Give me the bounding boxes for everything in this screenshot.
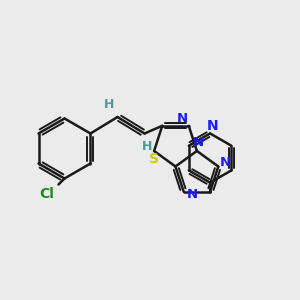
Text: N: N <box>207 119 218 133</box>
Text: S: S <box>149 152 159 167</box>
Text: N: N <box>187 188 198 201</box>
Text: N: N <box>193 136 204 149</box>
Text: Cl: Cl <box>40 188 55 201</box>
Text: N: N <box>220 156 231 170</box>
Text: N: N <box>177 112 188 125</box>
Text: H: H <box>142 140 153 153</box>
Text: H: H <box>104 98 114 111</box>
